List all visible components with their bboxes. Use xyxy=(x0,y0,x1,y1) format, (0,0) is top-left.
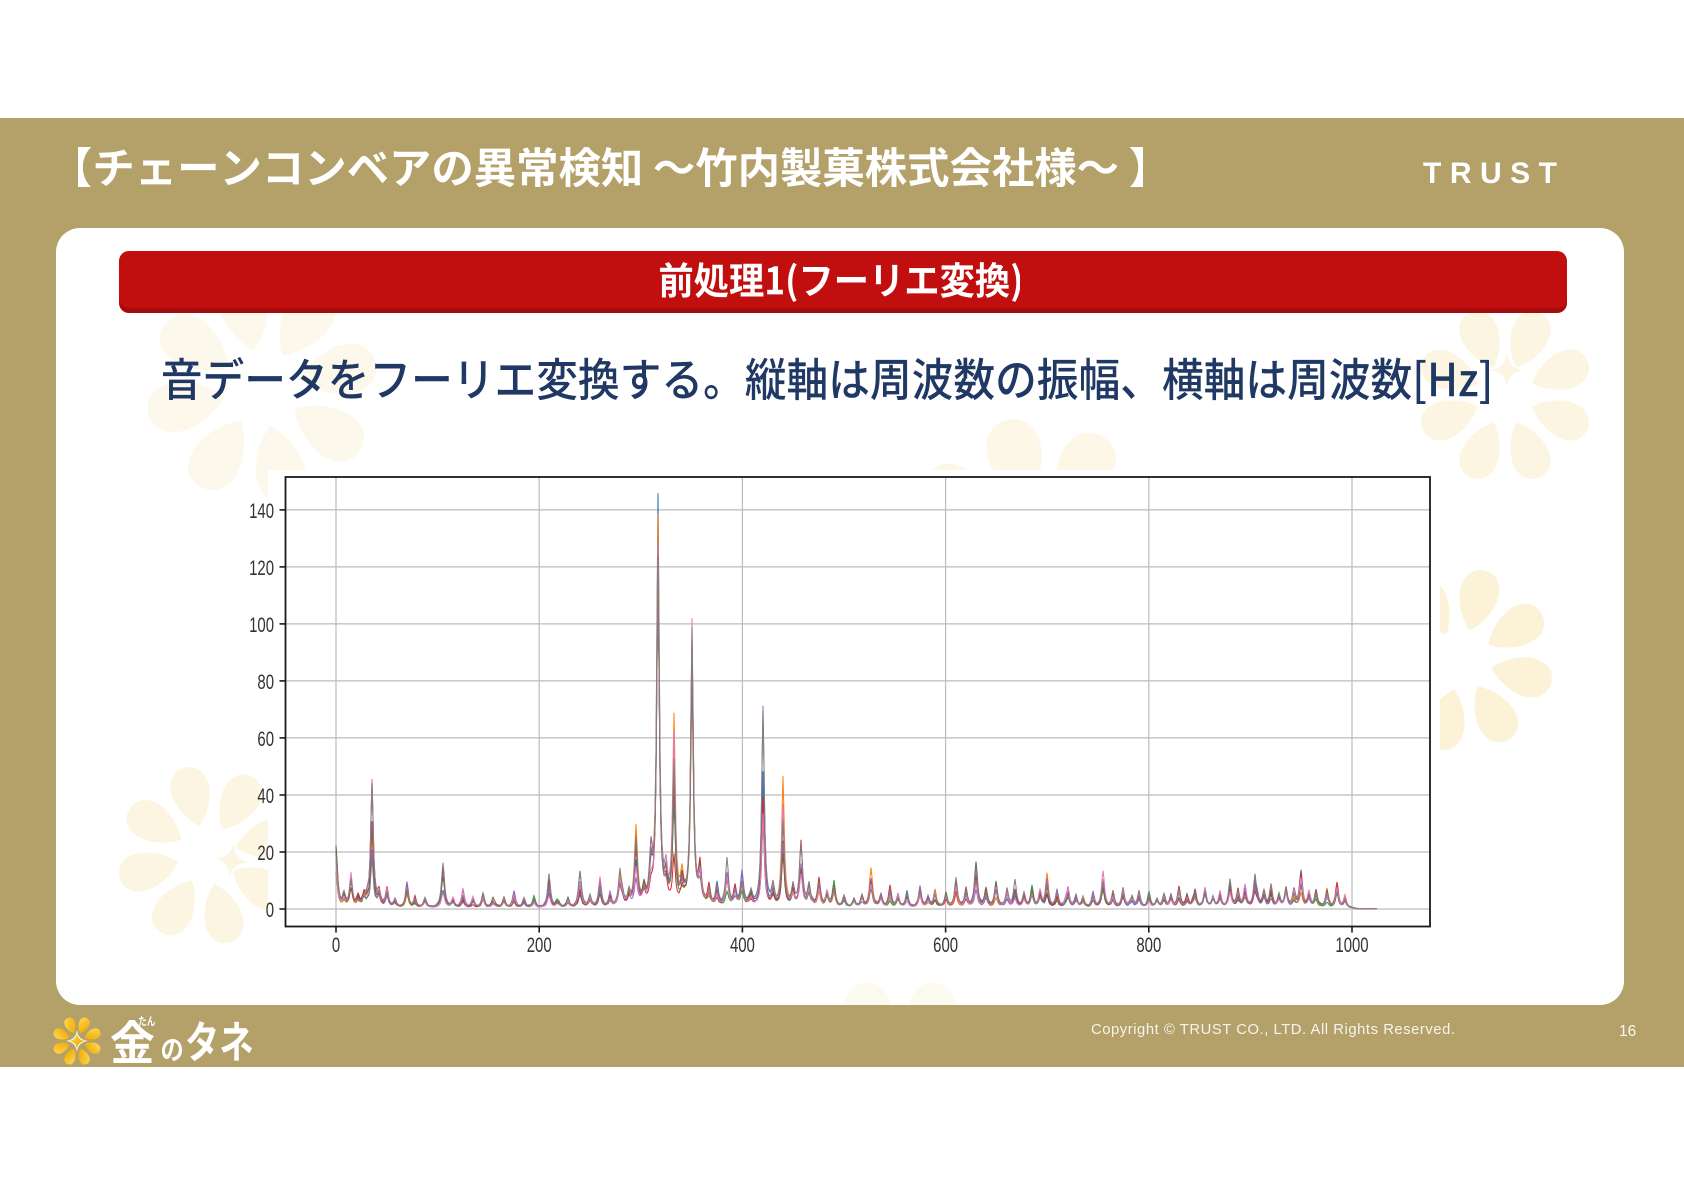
svg-text:0: 0 xyxy=(266,898,274,922)
svg-text:400: 400 xyxy=(730,933,755,957)
svg-text:0: 0 xyxy=(332,933,340,957)
svg-text:600: 600 xyxy=(933,933,958,957)
svg-text:60: 60 xyxy=(257,727,274,751)
svg-text:80: 80 xyxy=(257,670,274,694)
svg-text:140: 140 xyxy=(249,499,274,523)
svg-text:800: 800 xyxy=(1136,933,1161,957)
svg-text:120: 120 xyxy=(249,556,274,580)
svg-text:100: 100 xyxy=(249,613,274,637)
svg-text:1000: 1000 xyxy=(1335,933,1368,957)
svg-text:200: 200 xyxy=(527,933,552,957)
svg-text:40: 40 xyxy=(257,784,274,808)
svg-text:20: 20 xyxy=(257,841,274,865)
